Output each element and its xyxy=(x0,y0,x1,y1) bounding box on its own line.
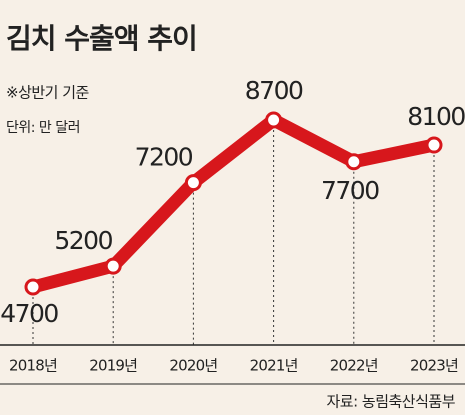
value-label: 7200 xyxy=(135,143,193,172)
value-label: 4700 xyxy=(0,299,58,328)
value-label: 5200 xyxy=(54,226,112,255)
value-label: 8700 xyxy=(245,76,303,105)
value-label: 8100 xyxy=(407,102,465,131)
x-tick-label: 2022년 xyxy=(330,357,378,375)
unit: 단위: 만 달러 xyxy=(6,120,80,136)
x-tick-label: 2019년 xyxy=(89,357,137,375)
x-tick-label: 2023년 xyxy=(410,357,458,375)
point xyxy=(184,174,202,192)
line xyxy=(31,113,436,294)
point xyxy=(345,153,363,171)
point xyxy=(24,278,42,296)
chart-title: 김치 수출액 추이 xyxy=(6,22,197,55)
value-label: 7700 xyxy=(321,176,379,205)
point xyxy=(425,136,443,154)
x-tick-label: 2018년 xyxy=(9,357,57,375)
point xyxy=(104,257,122,275)
point xyxy=(265,111,283,129)
source: 자료: 농림축산식품부 xyxy=(326,393,455,411)
x-tick-label: 2021년 xyxy=(250,357,298,375)
subtitle: ※상반기 기준 xyxy=(6,84,90,102)
x-tick-label: 2020년 xyxy=(169,357,217,375)
